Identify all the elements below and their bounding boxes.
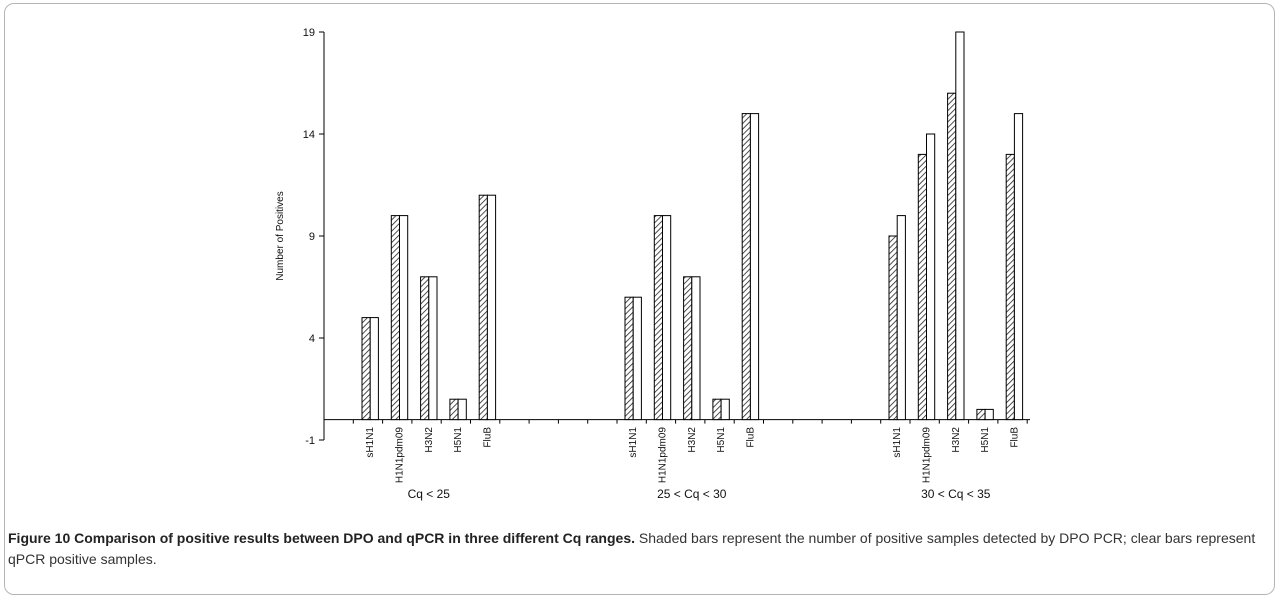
- bar-qpcr: [691, 276, 701, 421]
- category-label: sH1N1: [365, 427, 376, 458]
- bar-dpo: [653, 215, 663, 421]
- figure-caption: Figure 10 Comparison of positive results…: [8, 528, 1268, 570]
- category-label: FluB: [1009, 427, 1020, 448]
- bar-qpcr: [399, 215, 409, 421]
- group-label: Cq < 25: [408, 487, 451, 501]
- group-label: 25 < Cq < 30: [657, 487, 727, 501]
- bar-qpcr: [926, 133, 936, 421]
- category-label: H1N1pdm09: [658, 427, 669, 484]
- y-tick-label: -1: [305, 435, 315, 447]
- y-tick-label: 19: [303, 27, 315, 39]
- bar-dpo: [1005, 153, 1015, 421]
- category-label: H1N1pdm09: [395, 427, 406, 484]
- category-label: H5N1: [980, 427, 991, 453]
- bar-dpo: [478, 194, 488, 421]
- bar-dpo: [712, 398, 722, 421]
- y-axis-title: Number of Positives: [275, 191, 286, 280]
- bar-dpo: [390, 215, 400, 421]
- y-tick-label: 9: [309, 231, 315, 243]
- bar-dpo: [947, 92, 957, 421]
- category-label: sH1N1: [628, 427, 639, 458]
- bar-chart: -1 4 9 14 19 Number of Positives sH1N1 H1N1pdm0…: [275, 27, 1030, 501]
- bar-qpcr: [369, 317, 379, 421]
- bar-qpcr: [662, 215, 672, 421]
- category-label: FluB: [745, 427, 756, 448]
- bar-dpo: [683, 276, 693, 421]
- bar-dpo: [624, 296, 634, 421]
- category-label: H1N1pdm09: [922, 427, 933, 484]
- bar-dpo: [449, 398, 459, 421]
- bar-qpcr: [720, 398, 730, 421]
- bar-dpo: [888, 235, 898, 421]
- group-label: 30 < Cq < 35: [921, 487, 991, 501]
- bar-qpcr: [457, 398, 467, 421]
- bar-dpo: [420, 276, 430, 421]
- caption-title: Figure 10 Comparison of positive results…: [8, 530, 635, 546]
- category-label: H5N1: [453, 427, 464, 453]
- bar-qpcr: [749, 113, 760, 421]
- bar-qpcr: [428, 276, 438, 421]
- category-label: H3N2: [951, 427, 962, 453]
- caption-text: Shaded bars represent the number of posi…: [8, 530, 1256, 567]
- bar-qpcr: [896, 215, 906, 421]
- bar-qpcr: [486, 194, 497, 421]
- category-label: H3N2: [687, 427, 698, 453]
- y-tick-label: 14: [303, 129, 315, 141]
- category-label: H5N1: [716, 427, 727, 453]
- category-label: sH1N1: [892, 427, 903, 458]
- bar-dpo: [361, 317, 371, 421]
- bar-qpcr: [1013, 113, 1024, 421]
- bar-dpo: [976, 408, 986, 421]
- category-label: FluB: [482, 427, 493, 448]
- y-tick-label: 4: [309, 333, 315, 345]
- category-label: H3N2: [424, 427, 435, 453]
- figure-frame: [4, 3, 1275, 595]
- bar-qpcr: [955, 31, 965, 421]
- bar-qpcr: [632, 296, 642, 421]
- bar-dpo: [917, 153, 927, 421]
- bar-dpo: [741, 113, 751, 421]
- bar-qpcr: [984, 408, 994, 421]
